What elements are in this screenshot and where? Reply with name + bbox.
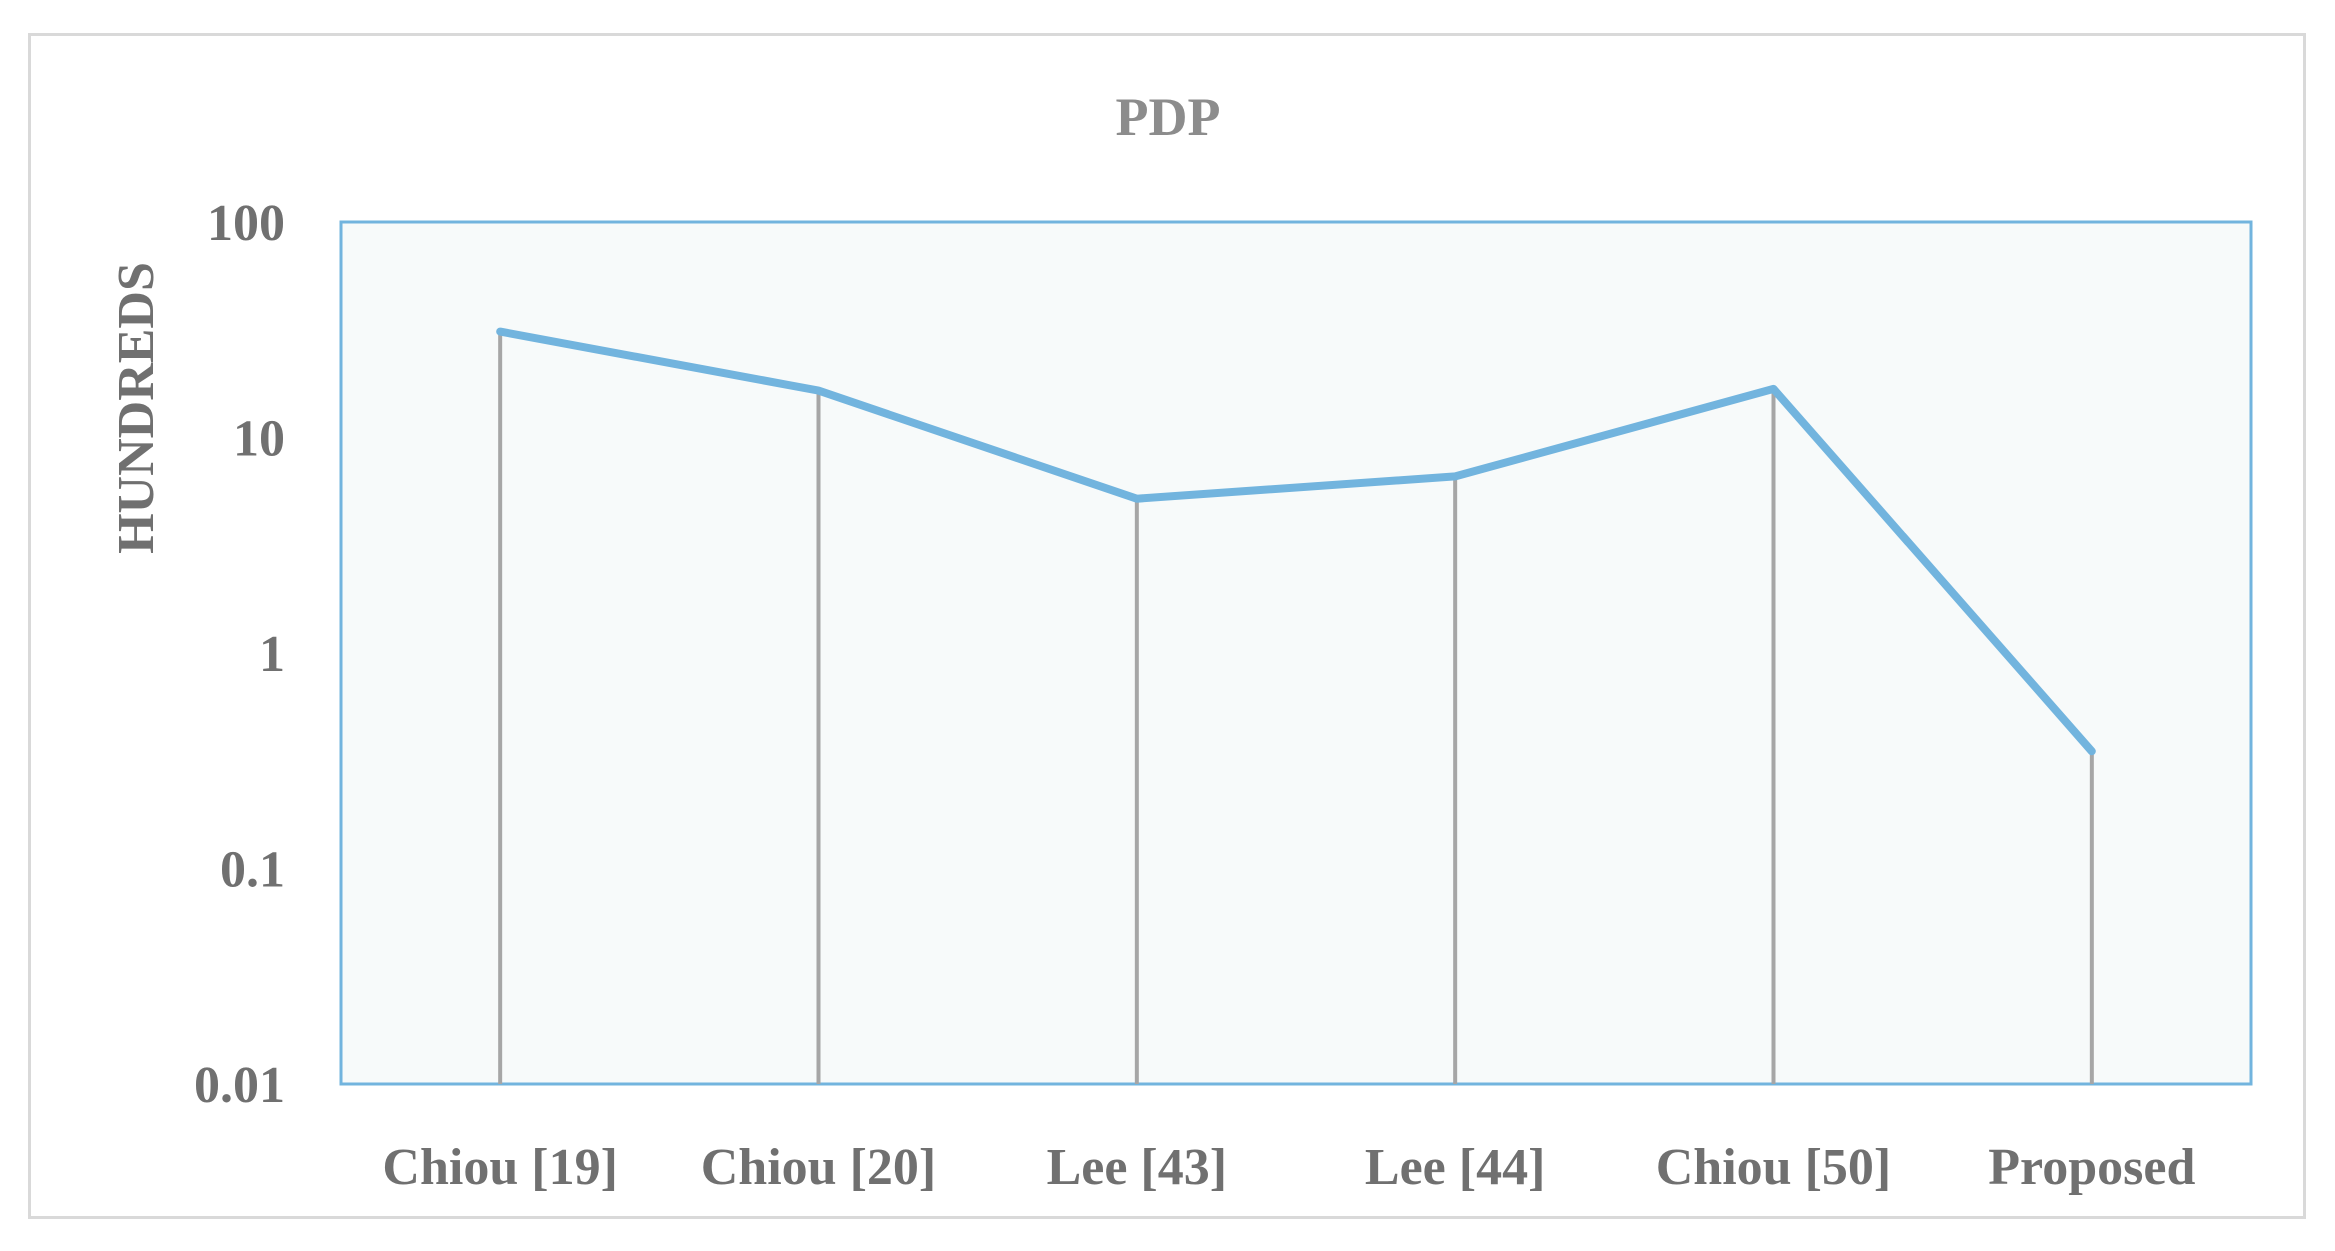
y-tick-label: 1	[259, 626, 285, 683]
chart-title: PDP	[1116, 87, 1221, 147]
drop-lines	[498, 331, 2094, 1084]
y-tick-label: 0.1	[220, 842, 285, 899]
x-tick-label: Lee [44]	[1365, 1139, 1545, 1196]
y-axis-label: HUNDREDS	[108, 262, 165, 554]
y-tick-label: 0.01	[194, 1057, 285, 1114]
plot-area	[339, 220, 2253, 1086]
x-tick-label: Chiou [20]	[701, 1139, 936, 1196]
x-tick-label: Lee [43]	[1047, 1139, 1227, 1196]
y-tick-label: 100	[207, 195, 285, 252]
x-tick-label: Chiou [50]	[1656, 1139, 1891, 1196]
x-tick-label: Chiou [19]	[382, 1139, 617, 1196]
y-tick-label: 10	[233, 411, 285, 468]
series-line	[496, 327, 2096, 756]
x-tick-label: Proposed	[1988, 1139, 2195, 1196]
x-axis-ticks: Chiou [19] Chiou [20] Lee [43] Lee [44] Chio…	[382, 1139, 2195, 1196]
y-axis-ticks: 100 10 1 0.1 0.01	[194, 195, 285, 1114]
